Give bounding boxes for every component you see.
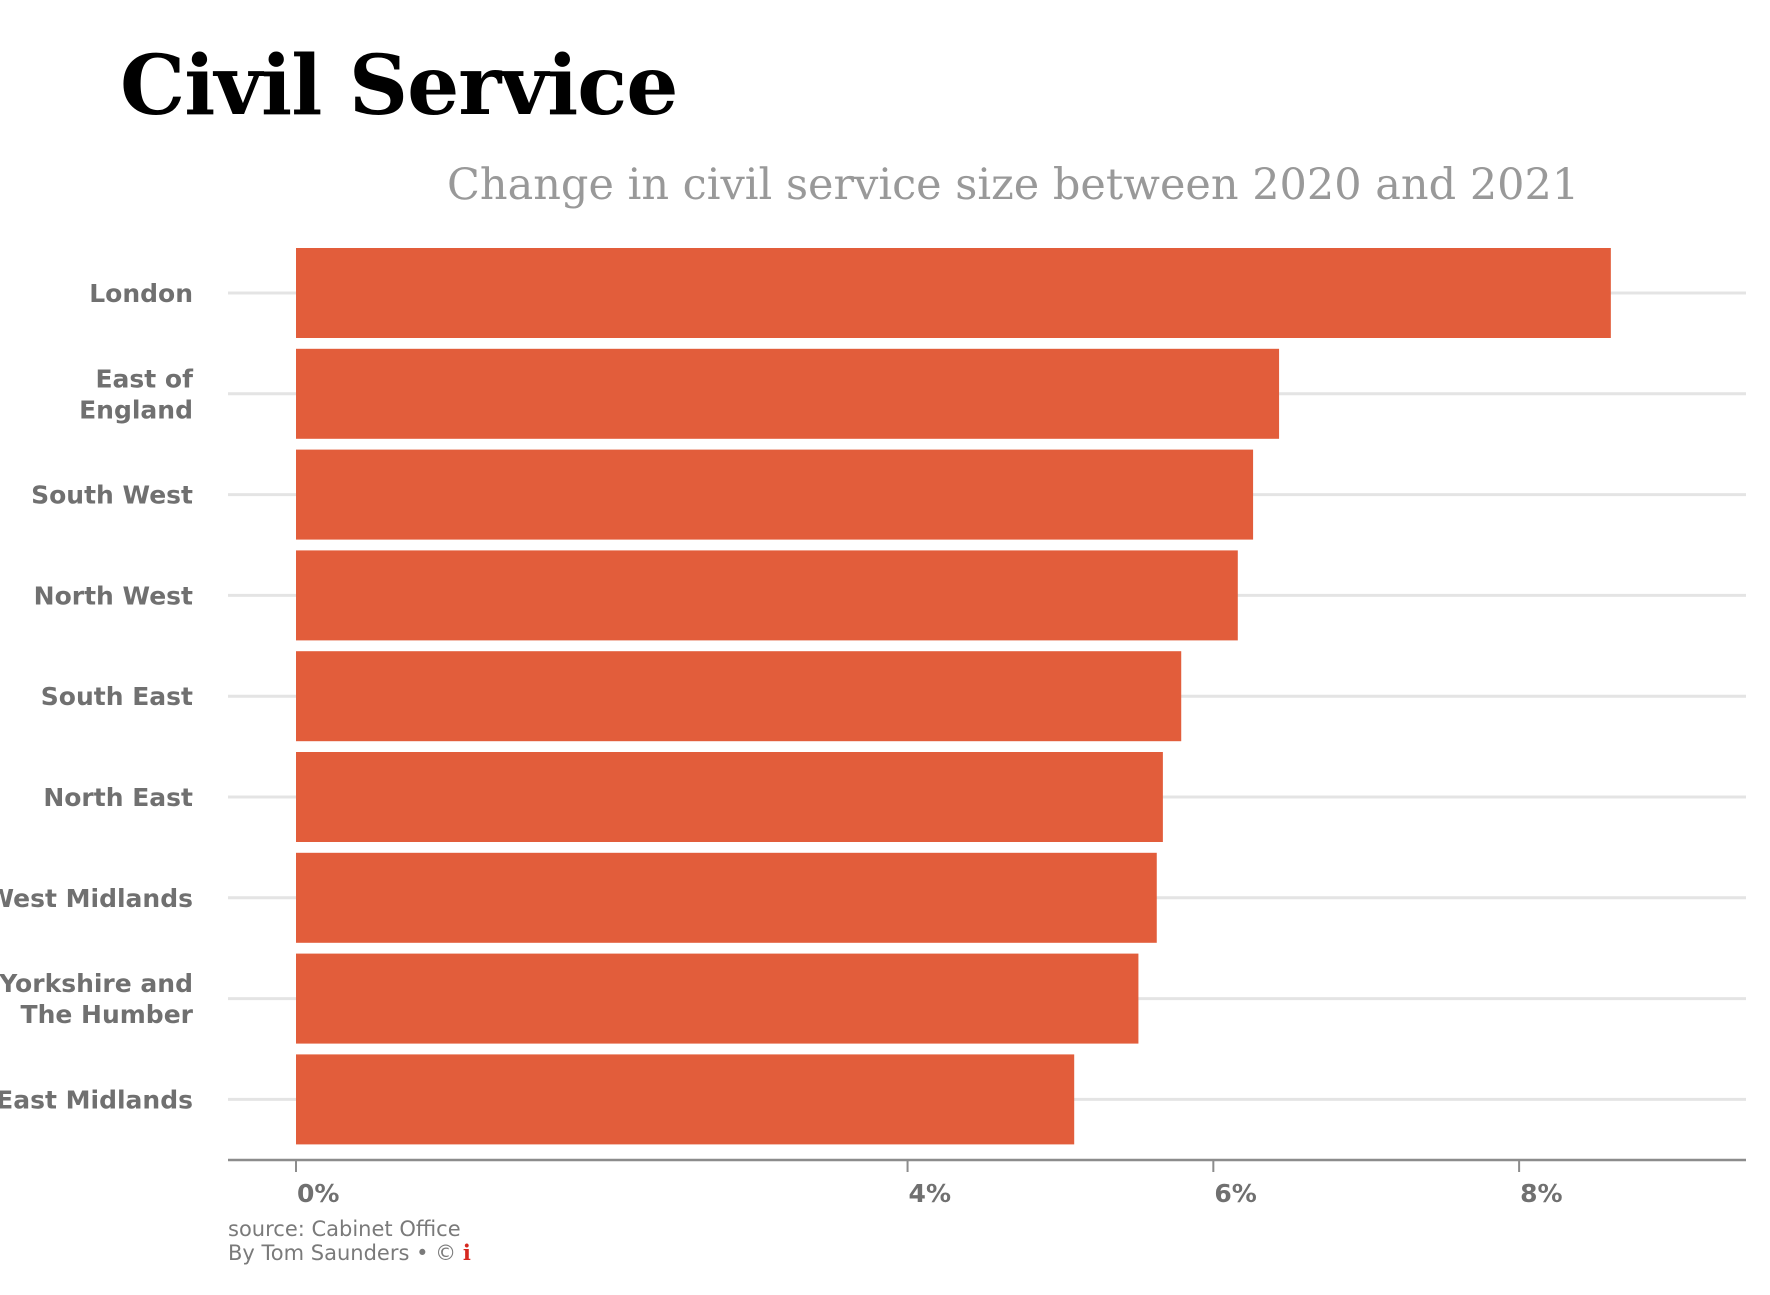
publisher-logo-icon: i [462,1240,471,1265]
chart-subtitle: Change in civil service size between 202… [447,160,1580,210]
bar [296,248,1611,338]
x-tick-label: 8% [1520,1179,1562,1208]
bar [296,752,1163,842]
chart-title: Civil Service [120,38,678,134]
category-label: East of England [79,364,194,424]
bar [296,852,1157,943]
bar [296,953,1139,1044]
x-tick-label: 0% [297,1179,339,1208]
x-axis: 0% 4% 6% 8% [228,1158,1746,1208]
bar [296,449,1254,540]
bar [296,651,1182,742]
byline-author: By Tom Saunders [228,1241,410,1265]
chart-footer: source: Cabinet Office By Tom Saunders •… [228,1217,471,1265]
x-tick-label: 4% [909,1179,951,1208]
bars [296,248,1611,1145]
category-labels: London East of England South West North West… [0,279,194,1114]
category-label: West Midlands [0,884,193,913]
byline: By Tom Saunders • © i [228,1240,471,1266]
category-label: East Midlands [0,1085,193,1114]
category-label: Yorkshire and The Humber [0,969,194,1029]
x-tick-label: 6% [1214,1179,1256,1208]
source-note: source: Cabinet Office [228,1217,461,1241]
category-label: North West [34,581,193,610]
category-label: London [89,279,193,308]
category-label: South West [31,481,193,510]
byline-separator: • © [416,1241,457,1265]
bar [296,550,1238,641]
category-label: North East [43,783,193,812]
bar [296,1054,1075,1145]
category-label: South East [41,682,193,711]
bar [296,348,1280,439]
